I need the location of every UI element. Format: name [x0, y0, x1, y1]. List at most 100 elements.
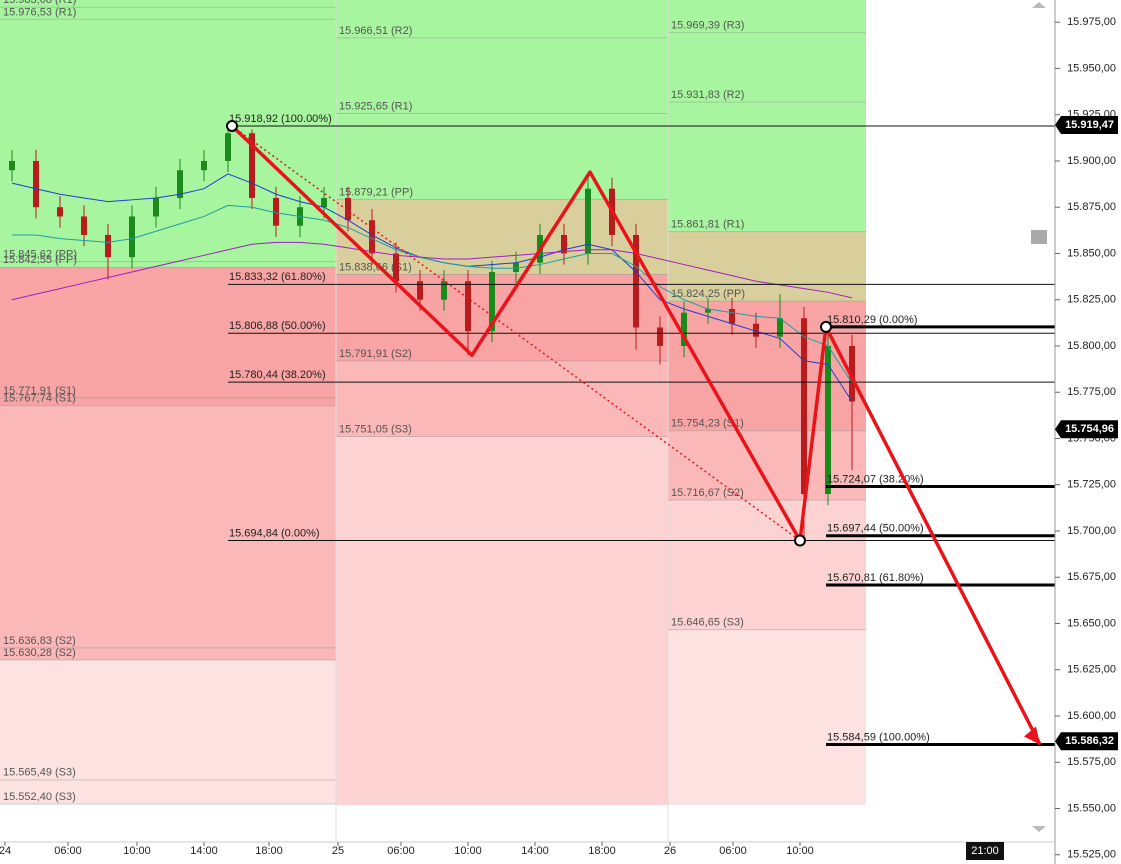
scroll-up[interactable] — [1032, 2, 1046, 8]
fib-label: 15.697,44 (50.00%) — [827, 523, 924, 535]
x-tick-label: 06:00 — [387, 845, 415, 857]
candle-body — [465, 281, 471, 332]
x-tick-label: 18:00 — [588, 845, 616, 857]
y-tick-label: 15.600,00 — [1067, 710, 1116, 722]
pivot-zone — [668, 32, 866, 103]
price-tag — [1055, 115, 1118, 134]
pivot-label: 15.630,28 (S2) — [3, 647, 76, 659]
x-tick-label: 10:00 — [454, 845, 482, 857]
candle-body — [33, 160, 39, 208]
scroll-down[interactable] — [1032, 826, 1046, 832]
candle-body — [393, 253, 399, 282]
pattern-point — [226, 119, 238, 132]
pivot-label: 15.771,91 (S1) — [3, 385, 76, 397]
cursor-time-box — [966, 842, 1004, 860]
candle-body — [201, 160, 207, 171]
y-tick-label: 15.950,00 — [1067, 62, 1116, 74]
pivot-label: 15.552,40 (S3) — [3, 791, 76, 803]
candle-body — [321, 197, 327, 208]
x-tick-label: 10:00 — [123, 845, 151, 857]
y-tick-label: 15.875,00 — [1067, 201, 1116, 213]
x-tick-label: 14:00 — [190, 845, 218, 857]
y-tick-label: 15.625,00 — [1067, 664, 1116, 676]
pivot-zone — [0, 779, 336, 805]
y-tick-label: 15.525,00 — [1067, 849, 1116, 861]
pivot-label: 15.791,91 (S2) — [339, 348, 412, 360]
y-tick-label: 15.650,00 — [1067, 617, 1116, 629]
price-tag — [1055, 732, 1118, 751]
candle-body — [441, 281, 447, 300]
pivot-zone — [0, 397, 336, 406]
y-tick-label: 15.675,00 — [1067, 571, 1116, 583]
pivot-zone — [0, 659, 336, 780]
pivot-zone — [668, 500, 866, 630]
fib-label: 15.694,84 (0.00%) — [229, 527, 320, 539]
y-tick-label: 15.550,00 — [1067, 802, 1116, 814]
y-tick-label: 15.825,00 — [1067, 294, 1116, 306]
fib-label: 15.584,59 (100.00%) — [827, 731, 930, 743]
candle-body — [153, 197, 159, 217]
candle-body — [849, 345, 855, 402]
pivot-zone — [336, 360, 668, 437]
candle-body — [105, 234, 111, 258]
candle-body — [729, 308, 735, 324]
fib-label: 15.780,44 (38.20%) — [229, 369, 326, 381]
pivot-zone — [336, 436, 668, 805]
y-tick-label: 15.700,00 — [1067, 525, 1116, 537]
pivot-label: 15.845,62 (PP) — [3, 248, 77, 260]
candle-body — [681, 312, 687, 346]
price-tag-label: 15.754,96 — [1065, 423, 1114, 435]
candle-body — [81, 216, 87, 235]
plot: 15.918,92 (100.00%) 15.833,32 (61.80%) 15.… — [9, 113, 1055, 747]
pivot-zone — [0, 7, 336, 20]
close-button[interactable] — [1031, 230, 1047, 244]
fib-label: 15.833,32 (61.80%) — [229, 271, 326, 283]
candle-body — [561, 234, 567, 254]
x-tick-label: 06:00 — [719, 845, 747, 857]
pattern-point — [820, 320, 832, 333]
price-tag-label: 15.586,32 — [1065, 735, 1114, 747]
candle-body — [633, 234, 639, 328]
x-tick-label: 14:00 — [521, 845, 549, 857]
candle-body — [57, 207, 63, 217]
pivot-zone — [336, 37, 668, 114]
pattern-dotted — [231, 125, 801, 542]
moving-average — [12, 204, 853, 384]
candle-body — [489, 271, 495, 332]
candle-body — [369, 220, 375, 254]
pivot-zone — [0, 647, 336, 660]
candle-body — [801, 318, 807, 494]
fib-label: 15.918,92 (100.00%) — [229, 113, 332, 125]
price-tag-label: 15.919,47 — [1065, 119, 1114, 131]
pivot-zone — [0, 405, 336, 648]
pivot-label: 15.646,65 (S3) — [671, 617, 744, 629]
candle-body — [345, 197, 351, 221]
pivot-zone — [0, 0, 336, 8]
candle-body — [225, 133, 231, 161]
x-tick-label: 10:00 — [786, 845, 814, 857]
pivot-label: 15.824,25 (PP) — [671, 288, 745, 300]
pivot-zone — [0, 804, 336, 805]
pivot-zone — [336, 274, 668, 361]
pivot-label: 15.931,83 (R2) — [671, 89, 744, 101]
pivot-label: 15.636,83 (S2) — [3, 635, 76, 647]
price-tag — [1055, 420, 1118, 439]
pivot-zone — [0, 19, 336, 262]
pivot-label: 15.565,49 (S3) — [3, 767, 76, 779]
pivot-zone — [336, 113, 668, 200]
pattern-arrowhead — [1024, 726, 1040, 745]
fib-label: 15.670,81 (61.80%) — [827, 572, 924, 584]
pivot-label: 15.754,23 (S1) — [671, 418, 744, 430]
y-tick-label: 15.575,00 — [1067, 756, 1116, 768]
pivot-label: 15.966,51 (R2) — [339, 25, 412, 37]
candle-body — [417, 281, 423, 300]
pivot-label: 15.861,81 (R1) — [671, 219, 744, 231]
candle-body — [513, 262, 519, 272]
pattern-line — [230, 124, 1042, 746]
candle-body — [777, 318, 783, 337]
pivot-label: 15.976,53 (R1) — [3, 6, 76, 18]
pivot-label: 15.925,65 (R1) — [339, 100, 412, 112]
pivot-zone — [668, 231, 866, 302]
candle-body — [585, 188, 591, 254]
